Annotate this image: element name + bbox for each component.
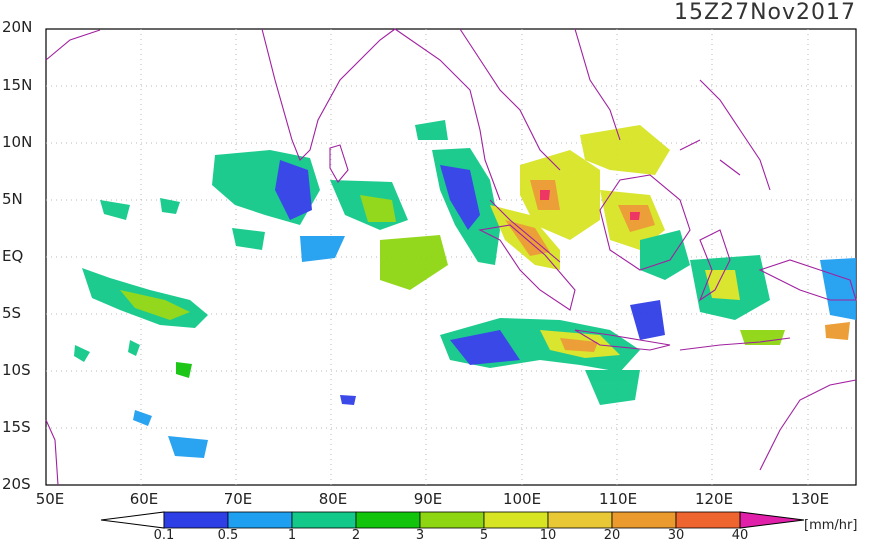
colorbar-right-arrow [739,511,805,529]
colorbar-left-arrow [100,511,165,529]
lat-label: 10N [2,133,33,151]
colorbar-swatch [291,511,357,529]
colorbar-swatch [227,511,293,529]
coast-philippines [679,79,771,191]
lon-label: 70E [223,490,253,508]
rain-cell [705,270,740,300]
colorbar-tick: 20 [603,528,621,543]
rain-cell [74,345,90,362]
rain-cell [450,330,520,365]
rain-cell [585,370,640,405]
coast-malay [489,199,561,263]
rain-cell [380,235,448,290]
lat-label: 15S [2,418,31,436]
rain-cell [128,340,140,356]
coast-sumatra [478,224,576,311]
lon-label: 110E [598,490,638,508]
colorbar-tick: 5 [479,528,489,543]
coast-africa [45,29,101,486]
colorbar-swatch [355,511,421,529]
rain-cell [176,362,192,378]
rain-cell [740,330,785,345]
coast-srilanka [329,144,349,183]
lat-label: 20N [2,18,33,36]
timestamp-label: 15Z27Nov2017 [674,0,856,25]
coast-australia [759,379,857,471]
rain-cell [160,198,180,214]
rain-cell [440,165,480,230]
lon-label: 90E [413,490,443,508]
rain-cell [168,436,208,458]
coastlines [45,28,857,486]
rain-cell [360,195,396,222]
colorbar [100,511,805,529]
rain-cell [520,150,600,240]
coast-sulawesi [698,229,731,302]
lon-label: 50E [35,490,65,508]
colorbar-swatch [611,511,677,529]
colorbar-units: [mm/hr] [804,518,858,533]
colorbar-tick: 10 [539,528,557,543]
colorbar-tick: 2 [351,528,361,543]
colorbar-swatch [483,511,549,529]
lat-label: 5N [2,190,23,208]
graticule [46,29,856,485]
coast-india [261,28,396,161]
coast-borneo [599,174,691,271]
rain-cell [415,120,448,140]
lon-label: 120E [694,490,734,508]
rain-cell [133,410,152,426]
rain-cell [505,220,550,256]
colorbar-tick: 3 [415,528,425,543]
rain-cell [300,236,345,262]
rain-cell [100,200,130,220]
coast-java [574,329,671,351]
coast-nusa-tenggara [679,337,791,351]
colorbar-tick: 30 [667,528,685,543]
rain-cell [232,228,265,250]
colorbar-swatch [547,511,613,529]
lat-label: 20S [2,475,31,493]
colorbar-tick: 1 [287,528,297,543]
rain-cell [825,322,850,340]
rain-cell [630,300,665,340]
coast-bay-bengal [394,28,501,201]
colorbar-tick: 0.5 [217,528,239,543]
lon-label: 80E [318,490,348,508]
rain-cell [275,160,312,220]
rain-cell [560,338,598,352]
lon-label: 130E [790,490,830,508]
rain-cell [580,125,670,175]
rain-cell [630,212,640,220]
rain-cell [540,190,550,200]
colorbar-swatch [419,511,485,529]
colorbar-swatch [163,511,229,529]
lat-label: 10S [2,361,31,379]
coast-indochina [459,28,621,171]
lon-label: 60E [129,490,159,508]
coast-new-guinea [758,259,857,301]
colorbar-tick: 40 [731,528,749,543]
lat-label: 5S [2,304,22,322]
lat-label: 15N [2,76,33,94]
rain-cell [120,290,190,320]
lat-label: EQ [2,247,24,265]
rain-cell [640,230,690,280]
rain-cell [340,395,356,405]
precipitation-field [74,120,856,458]
colorbar-swatch [675,511,741,529]
lon-label: 100E [502,490,542,508]
colorbar-tick: 0.1 [153,528,175,543]
